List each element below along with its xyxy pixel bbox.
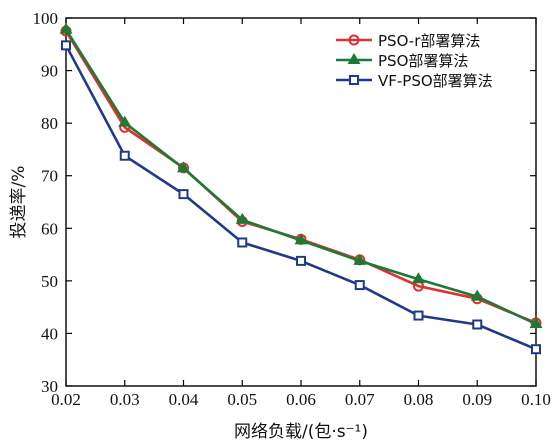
y-tick-label: 50 (41, 272, 58, 291)
data-point-triangle (177, 161, 190, 173)
data-point-square (296, 255, 306, 266)
data-point-triangle (470, 289, 484, 301)
x-tick-label: 0.02 (51, 390, 81, 409)
data-point-triangle (353, 253, 367, 265)
x-tick-label: 0.05 (227, 390, 257, 409)
legend-label-pso-r: PSO-r部署算法 (378, 32, 480, 50)
legend-item-pso: PSO部署算法 (336, 52, 468, 70)
series-line (64, 44, 537, 351)
y-tick-label: 30 (41, 377, 58, 396)
legend-marker-triangle (347, 53, 361, 64)
y-tick-label: 100 (33, 9, 59, 28)
x-tick-label: 0.06 (286, 390, 316, 409)
series-square (61, 40, 541, 355)
data-point-square (178, 189, 189, 200)
legend-marker-square (349, 75, 359, 85)
x-axis-title: 网络负载/(包·s⁻¹) (234, 422, 368, 442)
data-point-square (237, 237, 248, 248)
legend-item-pso-r: PSO-r部署算法 (336, 32, 480, 50)
data-point-square (119, 150, 130, 161)
data-point-triangle (412, 272, 425, 284)
x-tick-label: 0.03 (110, 390, 140, 409)
y-tick-label: 60 (41, 219, 58, 238)
data-point-triangle (118, 115, 132, 127)
data-point-square (61, 40, 71, 51)
series-triangle (59, 22, 543, 328)
legend-marker-circle (348, 34, 360, 46)
legend-item-vf-pso: VF-PSO部署算法 (336, 72, 493, 90)
y-axis: 30 40 50 60 70 80 90 100 (33, 9, 536, 396)
data-point-square (472, 319, 483, 330)
legend-label-vf-pso: VF-PSO部署算法 (378, 72, 493, 90)
y-tick-label: 80 (41, 114, 58, 133)
data-point-triangle (529, 316, 543, 328)
legend: PSO-r部署算法 PSO部署算法 VF-PSO部署算法 (336, 32, 493, 90)
x-tick-label: 0.04 (169, 390, 199, 409)
data-point-triangle (235, 212, 249, 224)
data-point-triangle (294, 233, 308, 245)
series-layer (59, 22, 543, 355)
data-point-square (413, 310, 424, 321)
x-tick-label: 0.08 (404, 390, 434, 409)
data-point-triangle (59, 22, 73, 34)
legend-label-pso: PSO部署算法 (378, 52, 468, 70)
x-tick-label: 0.07 (345, 390, 375, 409)
y-tick-label: 70 (41, 167, 58, 186)
x-tick-label: 0.10 (521, 390, 551, 409)
data-point-square (354, 280, 365, 291)
data-point-square (531, 344, 541, 355)
x-tick-label: 0.09 (462, 390, 492, 409)
y-tick-label: 90 (41, 62, 58, 81)
y-axis-title: 投递率/% (9, 166, 29, 239)
y-tick-label: 40 (41, 324, 58, 343)
x-axis: 0.02 0.03 0.04 0.05 0.06 0.07 0.08 0.09 0.10 (51, 18, 551, 409)
